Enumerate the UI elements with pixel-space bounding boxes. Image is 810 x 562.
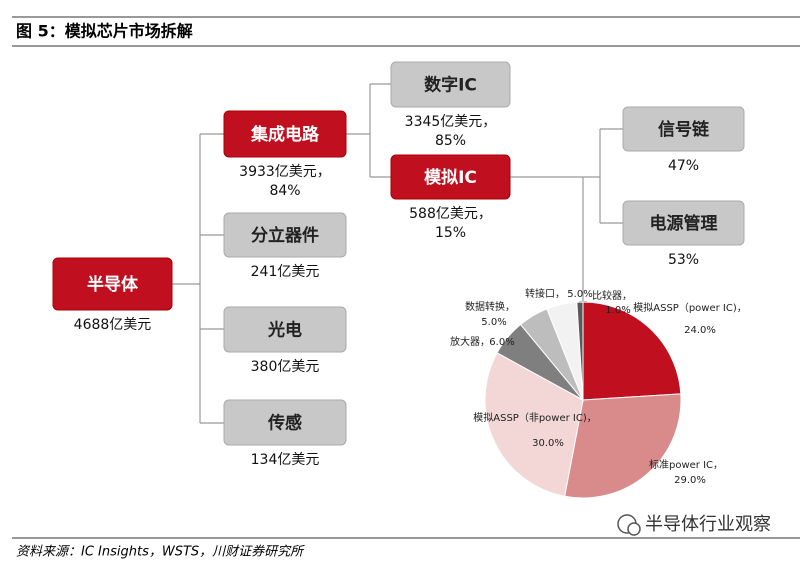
pie-category-label: 放大器， [450, 335, 490, 348]
node-box [223, 306, 347, 353]
node-box [390, 61, 511, 108]
node-label: 模拟IC [424, 167, 477, 188]
node-label: 半导体 [87, 274, 139, 295]
pie-value-label: 6.0% [489, 337, 514, 348]
node-value: 3345亿美元， [405, 114, 497, 130]
pie-value-label: 30.0% [532, 438, 564, 449]
pie-value-label: 24.0% [684, 325, 716, 336]
node-label: 电源管理 [650, 213, 718, 234]
pie-category-label: 转接口， [525, 287, 565, 300]
node-value: 4688亿美元 [74, 317, 152, 333]
node-value: 588亿美元， [409, 206, 492, 222]
pie-category-label: 数据转换， [465, 300, 515, 313]
node-box [622, 200, 745, 246]
pie-slice [484, 352, 584, 497]
pie-slice [576, 301, 584, 401]
node-label: 光电 [267, 320, 302, 341]
pie-category-label: 标准power IC， [649, 459, 723, 471]
node-label: 集成电路 [250, 124, 320, 145]
pie-chart: 模拟ASSP（power IC)， 24.0% 标准power IC， 29.0% 模拟… [450, 287, 747, 499]
node-value: 85% [435, 133, 466, 149]
node-value: 15% [435, 225, 466, 241]
node-value: 53% [668, 252, 699, 268]
node-value: 3933亿美元， [239, 164, 331, 180]
node-label: 传感 [267, 413, 302, 434]
node-box [52, 257, 173, 311]
watermark: 半导体行业观察 [645, 514, 771, 535]
pie-value-label: 29.0% [674, 475, 706, 486]
node-label: 信号链 [658, 119, 710, 140]
pie-value-label: 5.0% [567, 289, 592, 300]
pie-category-label: 模拟ASSP（非power IC)， [473, 411, 597, 424]
pie-slice [582, 301, 682, 401]
node-label: 数字IC [424, 75, 477, 96]
node-box [390, 154, 511, 200]
node-value: 84% [269, 183, 300, 199]
pie-slice [564, 393, 682, 499]
node-value: 380亿美元 [251, 359, 320, 375]
node-box [223, 399, 347, 446]
node-label: 分立器件 [251, 225, 319, 246]
node-value: 134亿美元 [251, 452, 320, 468]
node-value: 47% [668, 158, 699, 174]
pie-value-label: 1.0% [605, 305, 630, 316]
connectors [172, 83, 623, 424]
node-value: 241亿美元 [251, 264, 320, 280]
wechat-icon [627, 522, 641, 536]
pie-value-label: 5.0% [481, 317, 506, 328]
source: 资料来源：IC Insights，WSTS，川财证券研究所 [16, 544, 305, 560]
pie-category-label: 比较器， [592, 289, 632, 302]
node-box [622, 106, 745, 152]
pie-category-label: 模拟ASSP（power IC)， [633, 301, 747, 314]
title: 图 5：模拟芯片市场拆解 [16, 22, 193, 41]
node-box [223, 212, 347, 258]
node-box [223, 110, 347, 158]
